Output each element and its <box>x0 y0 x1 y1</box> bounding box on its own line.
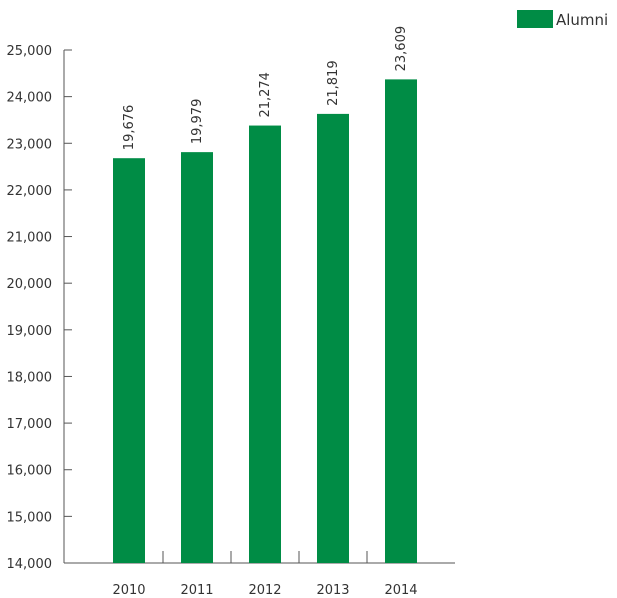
legend-swatch-alumni <box>517 10 553 28</box>
data-label-2010: 19,676 <box>122 105 137 151</box>
legend: Alumni <box>517 10 608 29</box>
y-tick-label: 21,000 <box>7 231 53 246</box>
y-tick-label: 23,000 <box>7 137 53 152</box>
legend-label-alumni: Alumni <box>556 11 608 29</box>
x-tick-label: 2013 <box>316 583 349 598</box>
y-tick-label: 14,000 <box>7 557 53 572</box>
y-tick-label: 17,000 <box>7 417 53 432</box>
data-label-2013: 21,819 <box>326 60 341 106</box>
y-tick-label: 20,000 <box>7 277 53 292</box>
data-labels: 19,676 19,979 21,274 21,819 23,609 <box>122 26 409 150</box>
x-tick-label: 2012 <box>248 583 281 598</box>
y-tick-label: 19,000 <box>7 324 53 339</box>
y-tick-label: 15,000 <box>7 510 53 525</box>
bar-2014 <box>385 79 417 563</box>
bar-2010 <box>113 158 145 564</box>
bar-2013 <box>317 113 349 563</box>
bars <box>113 79 417 564</box>
data-label-2014: 23,609 <box>394 26 409 72</box>
x-tick-label: 2014 <box>384 583 417 598</box>
x-tick-label: 2011 <box>180 583 213 598</box>
y-axis: 14,000 15,000 16,000 17,000 18,000 19,000 20,0… <box>7 44 72 572</box>
y-tick-label: 18,000 <box>7 370 53 385</box>
y-tick-label: 25,000 <box>7 44 53 59</box>
y-tick-label: 24,000 <box>7 91 53 106</box>
y-tick-label: 16,000 <box>7 464 53 479</box>
bar-2011 <box>181 152 213 563</box>
bar-2012 <box>249 125 281 564</box>
x-tick-label: 2010 <box>112 583 145 598</box>
data-label-2012: 21,274 <box>258 72 273 118</box>
data-label-2011: 19,979 <box>190 99 205 145</box>
y-tick-label: 22,000 <box>7 184 53 199</box>
